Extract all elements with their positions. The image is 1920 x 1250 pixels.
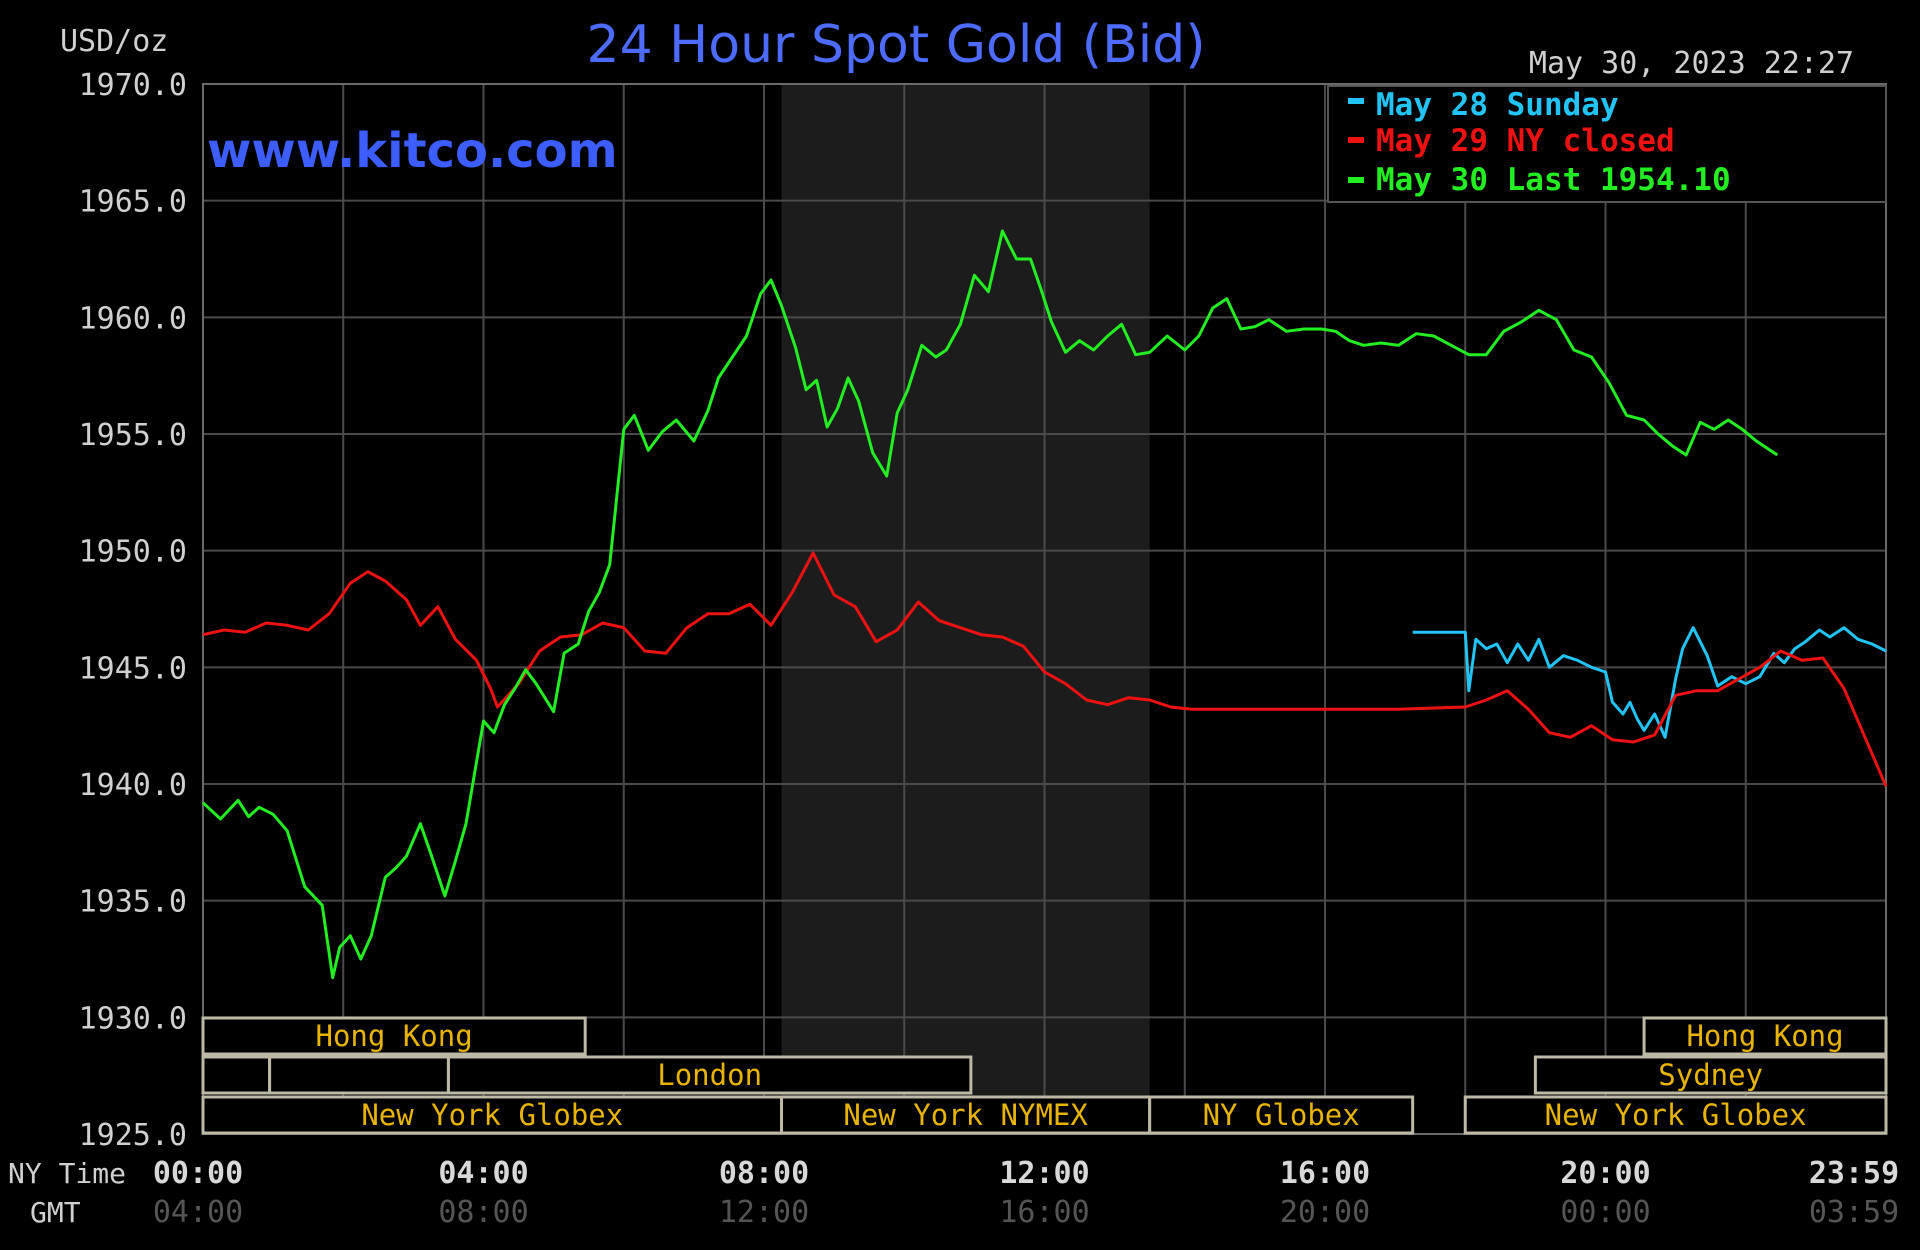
x-tick-label-gmt: 20:00 bbox=[1280, 1195, 1370, 1230]
y-tick-label: 1945.0 bbox=[79, 651, 187, 686]
legend: May 28 Sunday May 29 NY closed May 30 La… bbox=[1327, 85, 1887, 203]
legend-item-may28: May 28 Sunday bbox=[1376, 87, 1619, 123]
x-tick-label-gmt: 03:59 bbox=[1809, 1195, 1899, 1230]
x-tick-label-ny: 04:00 bbox=[438, 1156, 528, 1191]
x-tick-label-gmt: 00:00 bbox=[1560, 1195, 1650, 1230]
x-tick-label-ny: 08:00 bbox=[719, 1156, 809, 1191]
chart-title: 24 Hour Spot Gold (Bid) bbox=[586, 15, 1205, 75]
session-label: Sydney bbox=[1658, 1058, 1763, 1092]
session-box bbox=[201, 1095, 784, 1135]
legend-item-may30: May 30 Last 1954.10 bbox=[1376, 162, 1731, 198]
series-line bbox=[201, 229, 1779, 980]
y-tick-label: 1965.0 bbox=[79, 185, 187, 220]
nymex-shaded-region bbox=[781, 84, 1150, 1134]
x-tick-label-gmt: 16:00 bbox=[999, 1195, 1089, 1230]
y-tick-label: 1925.0 bbox=[79, 1118, 187, 1153]
y-tick-label: 1970.0 bbox=[79, 68, 187, 103]
series-line bbox=[202, 551, 1888, 787]
y-tick-label: 1930.0 bbox=[79, 1001, 187, 1036]
session-box bbox=[1642, 1016, 1888, 1056]
y-tick-label: 1960.0 bbox=[79, 301, 187, 336]
session-label: NY Globex bbox=[1203, 1098, 1360, 1132]
session-box bbox=[1148, 1095, 1415, 1135]
series-line bbox=[1412, 626, 1887, 739]
x-tick-label-ny: 12:00 bbox=[999, 1156, 1089, 1191]
session-label: New York Globex bbox=[361, 1098, 623, 1132]
axes: 00:00 04:00 04:00 08:00 08:00 12:00 12:00 16:00… bbox=[153, 1156, 1899, 1230]
trading-sessions: Hong Kong Hong Kong London Sydney New York G… bbox=[201, 1016, 1888, 1135]
plot-area: 1970.0 1965.0 1960.0 1955.0 1950.0 1945.0 1940… bbox=[79, 68, 1887, 1153]
timestamp: May 30, 2023 22:27 bbox=[1529, 46, 1854, 81]
x-tick-label-ny: 23:59 bbox=[1809, 1156, 1899, 1191]
session-box bbox=[1463, 1095, 1888, 1135]
x-tick-label-ny: 00:00 bbox=[153, 1156, 243, 1191]
legend-swatch-may29 bbox=[1348, 137, 1364, 143]
x-tick-label-gmt: 12:00 bbox=[719, 1195, 809, 1230]
session-label: New York NYMEX bbox=[843, 1098, 1088, 1132]
legend-item-may29: May 29 NY closed bbox=[1376, 123, 1675, 159]
x-tick-label-gmt: 04:00 bbox=[153, 1195, 243, 1230]
y-tick-label: 1935.0 bbox=[79, 885, 187, 920]
x-tick-label-ny: 16:00 bbox=[1280, 1156, 1370, 1191]
legend-swatch-may30 bbox=[1348, 177, 1364, 183]
session-box bbox=[446, 1055, 973, 1095]
session-label: Hong Kong bbox=[1686, 1019, 1843, 1053]
session-label: Hong Kong bbox=[316, 1019, 473, 1053]
x-axis-row-label-ny: NY Time bbox=[8, 1157, 126, 1190]
session-box bbox=[268, 1055, 450, 1095]
watermark: www.kitco.com bbox=[207, 123, 618, 179]
series-lines bbox=[201, 229, 1888, 980]
legend-box bbox=[1327, 85, 1887, 203]
session-box bbox=[201, 1055, 272, 1095]
session-label: London bbox=[657, 1058, 762, 1092]
session-label: New York Globex bbox=[1545, 1098, 1807, 1132]
y-axis-unit-label: USD/oz bbox=[60, 24, 168, 59]
session-box bbox=[201, 1016, 587, 1056]
x-axis-row-label-gmt: GMT bbox=[30, 1196, 81, 1229]
x-tick-label-gmt: 08:00 bbox=[438, 1195, 528, 1230]
legend-swatch-may28 bbox=[1348, 98, 1364, 104]
y-tick-label: 1940.0 bbox=[79, 768, 187, 803]
session-box bbox=[1533, 1055, 1888, 1095]
x-tick-label-ny: 20:00 bbox=[1560, 1156, 1650, 1191]
y-tick-label: 1950.0 bbox=[79, 535, 187, 570]
y-tick-label: 1955.0 bbox=[79, 418, 187, 453]
